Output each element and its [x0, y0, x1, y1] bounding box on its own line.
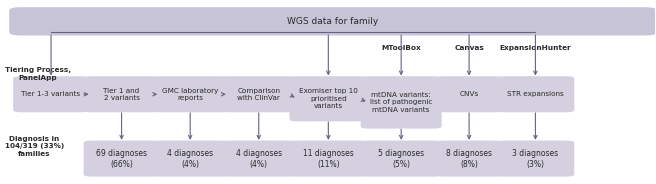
- Text: mtDNA variants:
list of pathogenic
mtDNA variants: mtDNA variants: list of pathogenic mtDNA…: [370, 92, 432, 113]
- FancyBboxPatch shape: [436, 141, 502, 177]
- Text: ExpansionHunter: ExpansionHunter: [500, 45, 571, 51]
- FancyBboxPatch shape: [9, 7, 656, 36]
- FancyBboxPatch shape: [289, 76, 367, 121]
- FancyBboxPatch shape: [497, 141, 574, 177]
- Text: GMC laboratory
reports: GMC laboratory reports: [162, 88, 218, 101]
- FancyBboxPatch shape: [152, 76, 228, 112]
- FancyBboxPatch shape: [84, 76, 159, 112]
- FancyBboxPatch shape: [13, 76, 89, 112]
- Text: Canvas: Canvas: [454, 45, 484, 51]
- Text: Tier 1-3 variants: Tier 1-3 variants: [22, 91, 81, 97]
- FancyBboxPatch shape: [289, 141, 367, 177]
- Text: 5 diagnoses
(5%): 5 diagnoses (5%): [378, 148, 424, 169]
- FancyBboxPatch shape: [361, 141, 441, 177]
- FancyBboxPatch shape: [221, 141, 297, 177]
- Text: 11 diagnoses
(11%): 11 diagnoses (11%): [303, 148, 354, 169]
- Text: Tiering Process,
PanelApp: Tiering Process, PanelApp: [5, 67, 71, 81]
- Text: 3 diagnoses
(3%): 3 diagnoses (3%): [512, 148, 558, 169]
- Text: 4 diagnoses
(4%): 4 diagnoses (4%): [236, 148, 282, 169]
- FancyBboxPatch shape: [221, 76, 297, 112]
- Text: Exomiser top 10
prioritised
variants: Exomiser top 10 prioritised variants: [299, 88, 358, 109]
- Text: STR expansions: STR expansions: [507, 91, 564, 97]
- Text: Tier 1 and
2 variants: Tier 1 and 2 variants: [104, 88, 140, 101]
- Text: MToolBox: MToolBox: [381, 45, 421, 51]
- FancyBboxPatch shape: [497, 76, 574, 112]
- Text: Diagnosis in
104/319 (33%)
families: Diagnosis in 104/319 (33%) families: [5, 136, 64, 157]
- Text: 8 diagnoses
(8%): 8 diagnoses (8%): [446, 148, 492, 169]
- Text: 4 diagnoses
(4%): 4 diagnoses (4%): [167, 148, 213, 169]
- FancyBboxPatch shape: [361, 76, 441, 129]
- FancyBboxPatch shape: [152, 141, 228, 177]
- Text: 69 diagnoses
(66%): 69 diagnoses (66%): [96, 148, 147, 169]
- FancyBboxPatch shape: [84, 141, 159, 177]
- Text: CNVs: CNVs: [459, 91, 479, 97]
- Text: Comparison
with ClinVar: Comparison with ClinVar: [237, 88, 280, 101]
- Text: WGS data for family: WGS data for family: [287, 17, 379, 26]
- FancyBboxPatch shape: [436, 76, 502, 112]
